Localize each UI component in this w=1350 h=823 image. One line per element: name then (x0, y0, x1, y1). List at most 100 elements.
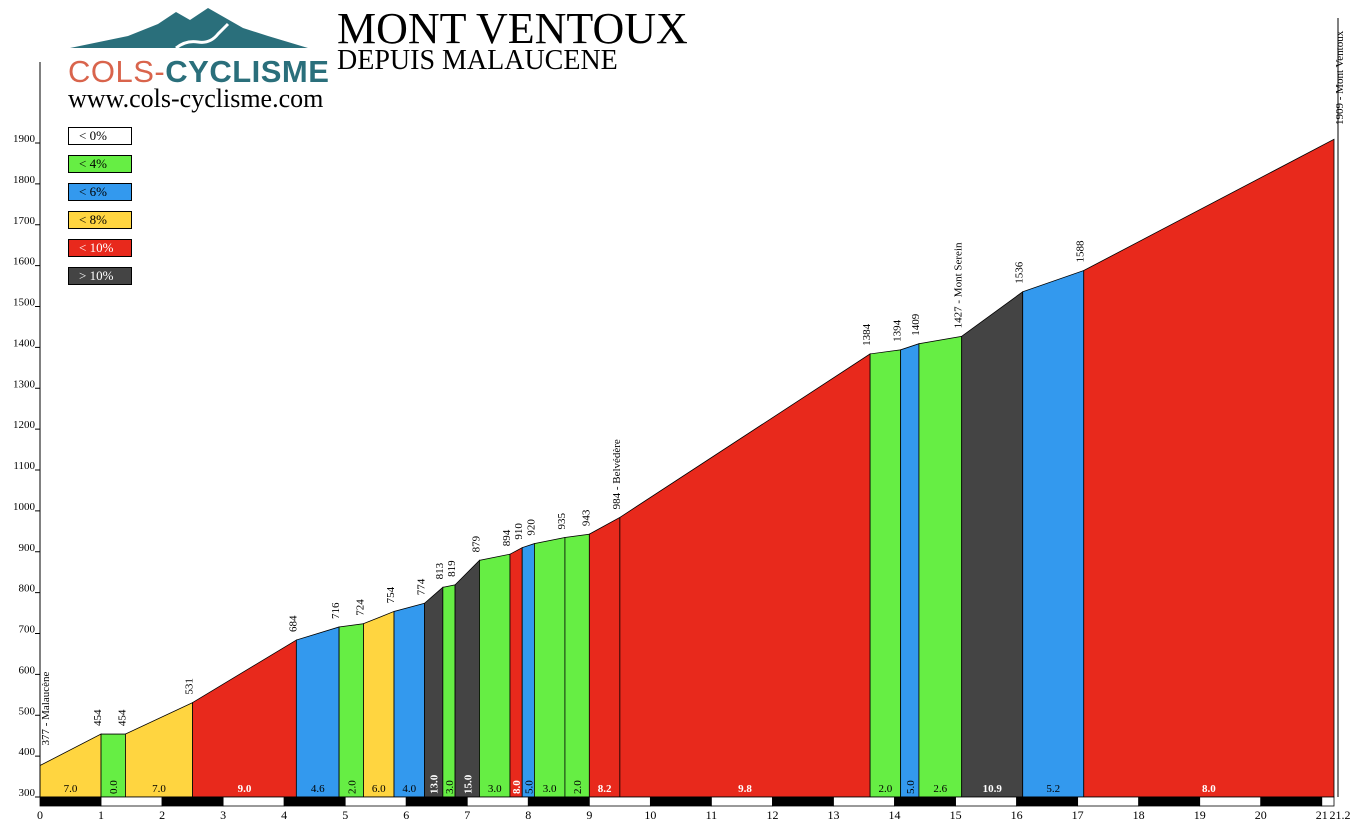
segment-area (588, 516, 621, 798)
segment-area (918, 335, 963, 798)
segment-area (295, 626, 340, 798)
altitude-label: 716 (330, 602, 342, 619)
km-stripe (649, 796, 712, 807)
legend-label: < 8% (79, 212, 107, 227)
legend-label: < 0% (79, 128, 107, 143)
y-tick-label: 700 (19, 624, 36, 636)
legend-label: < 10% (79, 240, 114, 255)
y-tick-label: 1200 (13, 419, 36, 431)
x-tick-label: 21 (1316, 808, 1328, 822)
altitude-label: 454 (116, 709, 128, 726)
y-tick-label: 500 (19, 705, 36, 717)
segment-area (363, 610, 395, 798)
segment-area (1022, 269, 1085, 798)
x-tick-label: 21.2 (1330, 808, 1350, 822)
segment-area (961, 290, 1024, 798)
gradient-label: 8.0 (1202, 783, 1216, 795)
km-stripe (711, 796, 773, 807)
x-tick-label: 20 (1255, 808, 1267, 822)
segment-area (442, 584, 456, 798)
gradient-label: 8.2 (598, 783, 612, 795)
segment-fills (39, 138, 1335, 798)
x-tick-label: 3 (220, 808, 226, 822)
legend-item-lt6: < 6% (68, 183, 132, 201)
km-stripe (283, 796, 346, 807)
y-tick-label: 1900 (13, 133, 36, 145)
altitude-label: 754 (385, 586, 397, 603)
segment-area (424, 586, 444, 798)
gradient-label: 2.0 (878, 783, 892, 795)
gradient-label: 7.0 (152, 783, 166, 795)
logo-text-right: CYCLISME (165, 54, 330, 89)
gradient-label: 5.2 (1046, 783, 1060, 795)
km-stripe (161, 796, 224, 807)
gradient-labels: 7.0 0.0 7.0 9.0 4.6 2.0 6.0 4.0 13.0 3.0 15.0 3.0 8.… (64, 774, 1217, 795)
gradient-label: 7.0 (64, 783, 78, 795)
km-stripe (1199, 796, 1262, 807)
km-stripe (222, 796, 285, 807)
legend-label: < 6% (79, 184, 107, 199)
gradient-label: 4.6 (311, 783, 325, 795)
segment-area (479, 553, 511, 798)
segment-area (564, 533, 590, 798)
gradient-label: 15.0 (462, 774, 474, 794)
y-tick-label: 1100 (13, 460, 35, 472)
km-stripe (344, 796, 407, 807)
gradient-label: 2.6 (933, 783, 947, 795)
x-tick-label: 8 (525, 808, 531, 822)
x-tick-label: 12 (766, 808, 778, 822)
x-tick-label: 19 (1194, 808, 1206, 822)
altitude-label: 454 (92, 709, 104, 726)
x-tick-label: 7 (464, 808, 470, 822)
website-url: www.cols-cyclisme.com (68, 84, 324, 113)
gradient-label: 6.0 (372, 783, 386, 795)
km-stripe (1260, 796, 1323, 807)
altitude-label: 1427 - Mont Serein (953, 242, 965, 328)
x-tick-label: 14 (889, 808, 901, 822)
segment-area (1083, 138, 1335, 798)
logo-text: COLS-CYCLISME (68, 54, 329, 90)
site-logo: COLS-CYCLISME (68, 6, 329, 89)
legend-item-gt10: > 10% (68, 267, 132, 285)
gradient-label: 0.0 (108, 780, 120, 794)
gradient-label: 5.0 (523, 780, 535, 794)
km-stripe (405, 796, 468, 807)
mountain-logo-icon (70, 8, 308, 50)
altitude-label: 920 (525, 519, 537, 536)
km-stripe (527, 796, 590, 807)
x-tick-label: 13 (827, 808, 839, 822)
x-tick-label: 4 (281, 808, 287, 822)
legend-item-lt4: < 4% (68, 155, 132, 173)
legend-label: < 4% (79, 156, 107, 171)
x-tick-label: 10 (644, 808, 656, 822)
segment-area (900, 343, 920, 798)
altitude-label: 910 (513, 523, 525, 540)
y-tick-label: 400 (19, 746, 36, 758)
x-tick-label: 5 (342, 808, 348, 822)
x-tick-label: 2 (159, 808, 165, 822)
altitude-label: 1909 - Mont Ventoux (1334, 30, 1346, 125)
x-tick-label: 1 (98, 808, 104, 822)
altitude-label: 1536 (1014, 261, 1026, 284)
altitude-label: 943 (580, 509, 592, 526)
y-tick-label: 1600 (13, 256, 36, 268)
km-stripe (1016, 796, 1079, 807)
altitude-label: 1409 (910, 313, 922, 336)
y-tick-label: 1700 (13, 215, 36, 227)
km-stripe (466, 796, 529, 807)
altitude-label: 531 (184, 678, 196, 695)
y-tick-label: 900 (19, 542, 36, 554)
y-tick-label: 300 (19, 787, 36, 799)
km-stripe (1321, 796, 1335, 807)
x-tick-label: 9 (586, 808, 592, 822)
legend: < 0% < 4% < 6% < 8% < 10% > 10% (68, 127, 132, 295)
altitude-label: 724 (355, 599, 367, 616)
y-tick-label: 1300 (13, 378, 36, 390)
km-stripe-bar: 0 1 2 3 4 5 6 7 8 9 10 11 12 13 14 15 16 17 18 19 20 21 21.2 (37, 796, 1350, 822)
x-tick-label: 15 (950, 808, 962, 822)
segment-area (869, 349, 902, 798)
x-tick-label: 18 (1133, 808, 1145, 822)
altitude-label: 684 (287, 615, 299, 632)
y-tick-label: 1800 (13, 174, 36, 186)
